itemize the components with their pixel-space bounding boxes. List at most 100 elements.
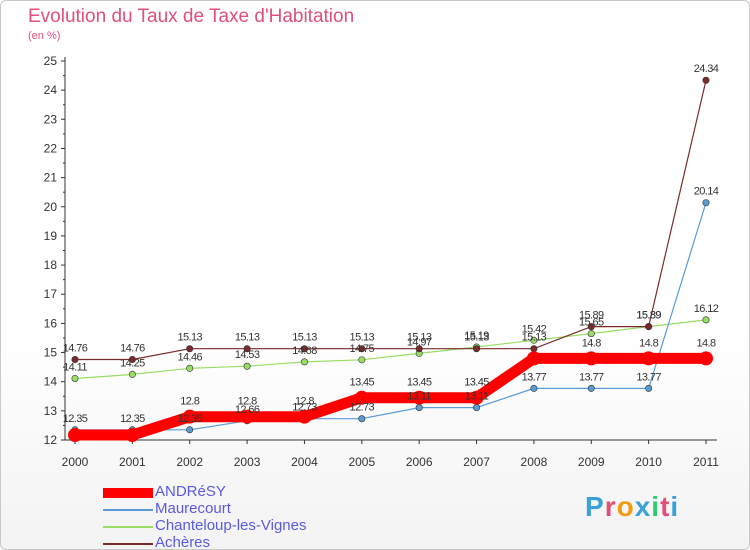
y-tick-label: 17 bbox=[44, 287, 58, 301]
data-point-acheres bbox=[473, 345, 481, 353]
data-label-andresy: 12.8 bbox=[295, 396, 314, 408]
brand-letter: x bbox=[634, 491, 652, 522]
data-label-acheres: 15.13 bbox=[292, 332, 317, 344]
y-tick-label: 18 bbox=[44, 258, 58, 272]
data-label-chanteloup: 14.46 bbox=[177, 351, 202, 363]
data-point-andresy bbox=[68, 428, 82, 443]
data-point-chanteloup bbox=[186, 364, 194, 372]
data-label-chanteloup: 14.75 bbox=[350, 343, 375, 355]
y-tick-label: 19 bbox=[44, 229, 58, 243]
data-point-acheres bbox=[243, 345, 251, 353]
legend-label-chanteloup: Chanteloup-les-Vignes bbox=[155, 517, 307, 534]
y-tick-label: 14 bbox=[44, 375, 58, 389]
y-tick-label: 15 bbox=[44, 346, 58, 360]
y-tick-label: 25 bbox=[44, 54, 58, 68]
data-label-acheres: 15.13 bbox=[522, 332, 547, 344]
data-label-chanteloup: 14.53 bbox=[235, 349, 260, 361]
x-tick-label: 2010 bbox=[635, 455, 662, 469]
data-point-andresy bbox=[641, 351, 656, 366]
data-label-chanteloup: 16.12 bbox=[694, 303, 719, 315]
data-label-maurecourt: 12.73 bbox=[292, 402, 317, 414]
proxiti-logo: Proxiti bbox=[585, 491, 679, 523]
y-tick-label: 20 bbox=[44, 200, 58, 214]
brand-letter: t bbox=[660, 491, 671, 522]
x-tick-label: 2005 bbox=[348, 455, 375, 469]
data-point-andresy bbox=[297, 409, 312, 424]
x-tick-label: 2009 bbox=[578, 455, 605, 469]
data-label-maurecourt: 12.35 bbox=[177, 413, 202, 425]
data-point-andresy bbox=[699, 351, 713, 366]
data-label-maurecourt: 12.66 bbox=[235, 404, 260, 416]
data-label-andresy: 14.8 bbox=[639, 337, 658, 349]
data-labels: 14.11 14.25 14.46 14.53 14.68 14.75 14.97 15.19… bbox=[63, 63, 720, 425]
data-label-acheres: 14.76 bbox=[63, 343, 88, 355]
data-point-chanteloup bbox=[71, 374, 79, 382]
y-tick-label: 16 bbox=[44, 316, 58, 330]
data-label-andresy: 13.45 bbox=[464, 377, 489, 389]
data-point-maurecourt bbox=[186, 426, 194, 434]
x-tick-label: 2004 bbox=[291, 455, 318, 469]
data-point-maurecourt bbox=[358, 415, 366, 423]
axes: 12 13 14 15 16 17 18 19 20 21 22 23 24 25 2000 2001 2002… bbox=[44, 54, 720, 469]
x-tick-label: 2008 bbox=[521, 455, 548, 469]
data-label-acheres: 15.89 bbox=[579, 310, 604, 322]
y-tick-label: 12 bbox=[44, 433, 58, 447]
legend-swatch-maurecourt bbox=[103, 509, 153, 511]
data-label-acheres: 15.13 bbox=[350, 332, 375, 344]
data-point-maurecourt bbox=[473, 404, 481, 412]
data-label-andresy: 14.8 bbox=[582, 337, 601, 349]
data-label-maurecourt: 12.35 bbox=[63, 413, 88, 425]
data-label-chanteloup: 14.97 bbox=[407, 336, 432, 348]
data-label-maurecourt: 13.11 bbox=[465, 391, 489, 403]
data-label-chanteloup: 15.89 bbox=[636, 310, 661, 322]
data-label-acheres: 14.76 bbox=[120, 343, 145, 355]
data-point-chanteloup bbox=[300, 358, 308, 366]
data-label-andresy: 13.45 bbox=[350, 377, 375, 389]
data-label-maurecourt: 13.77 bbox=[522, 371, 547, 383]
data-label-acheres: 15.13 bbox=[177, 332, 202, 344]
data-label-maurecourt: 13.77 bbox=[636, 371, 661, 383]
brand-letter: i bbox=[670, 491, 680, 522]
legend-label-acheres: Achères bbox=[155, 534, 211, 550]
brand-letter: o bbox=[616, 491, 635, 522]
series-line-acheres bbox=[75, 80, 707, 361]
data-point-andresy bbox=[584, 351, 599, 366]
data-point-andresy bbox=[182, 409, 197, 424]
data-label-maurecourt: 13.11 bbox=[407, 391, 431, 403]
data-label-chanteloup: 15.19 bbox=[464, 330, 489, 342]
x-tick-label: 2002 bbox=[176, 455, 203, 469]
data-point-andresy bbox=[354, 390, 369, 405]
data-point-acheres bbox=[358, 345, 366, 353]
data-point-acheres bbox=[300, 345, 308, 353]
data-point-acheres bbox=[530, 345, 538, 353]
data-point-acheres bbox=[415, 345, 423, 353]
data-point-acheres bbox=[186, 345, 194, 353]
data-label-chanteloup: 14.11 bbox=[63, 361, 87, 373]
legend-swatch-andresy bbox=[103, 488, 153, 498]
data-point-acheres bbox=[587, 323, 595, 331]
x-tick-label: 2011 bbox=[693, 455, 719, 469]
chart-subtitle: (en %) bbox=[28, 30, 61, 42]
data-point-acheres bbox=[128, 356, 136, 364]
x-tick-label: 2006 bbox=[406, 455, 433, 469]
y-tick-label: 13 bbox=[44, 404, 58, 418]
y-tick-label: 22 bbox=[44, 141, 58, 155]
data-point-andresy bbox=[125, 428, 140, 443]
data-point-andresy bbox=[469, 390, 484, 405]
data-label-acheres: 15.13 bbox=[407, 332, 432, 344]
data-point-chanteloup bbox=[587, 330, 595, 338]
y-tick-label: 24 bbox=[44, 83, 58, 97]
data-label-acheres: 15.13 bbox=[464, 332, 489, 344]
data-point-chanteloup bbox=[243, 362, 251, 370]
series-line-maurecourt bbox=[75, 202, 707, 431]
data-point-maurecourt bbox=[587, 384, 595, 392]
data-point-andresy bbox=[412, 390, 427, 405]
data-point-maurecourt bbox=[530, 384, 538, 392]
data-point-maurecourt bbox=[702, 199, 710, 207]
data-point-chanteloup bbox=[530, 336, 538, 344]
x-tick-label: 2001 bbox=[119, 455, 146, 469]
data-point-maurecourt bbox=[415, 404, 423, 412]
data-label-acheres: 24.34 bbox=[694, 63, 719, 75]
